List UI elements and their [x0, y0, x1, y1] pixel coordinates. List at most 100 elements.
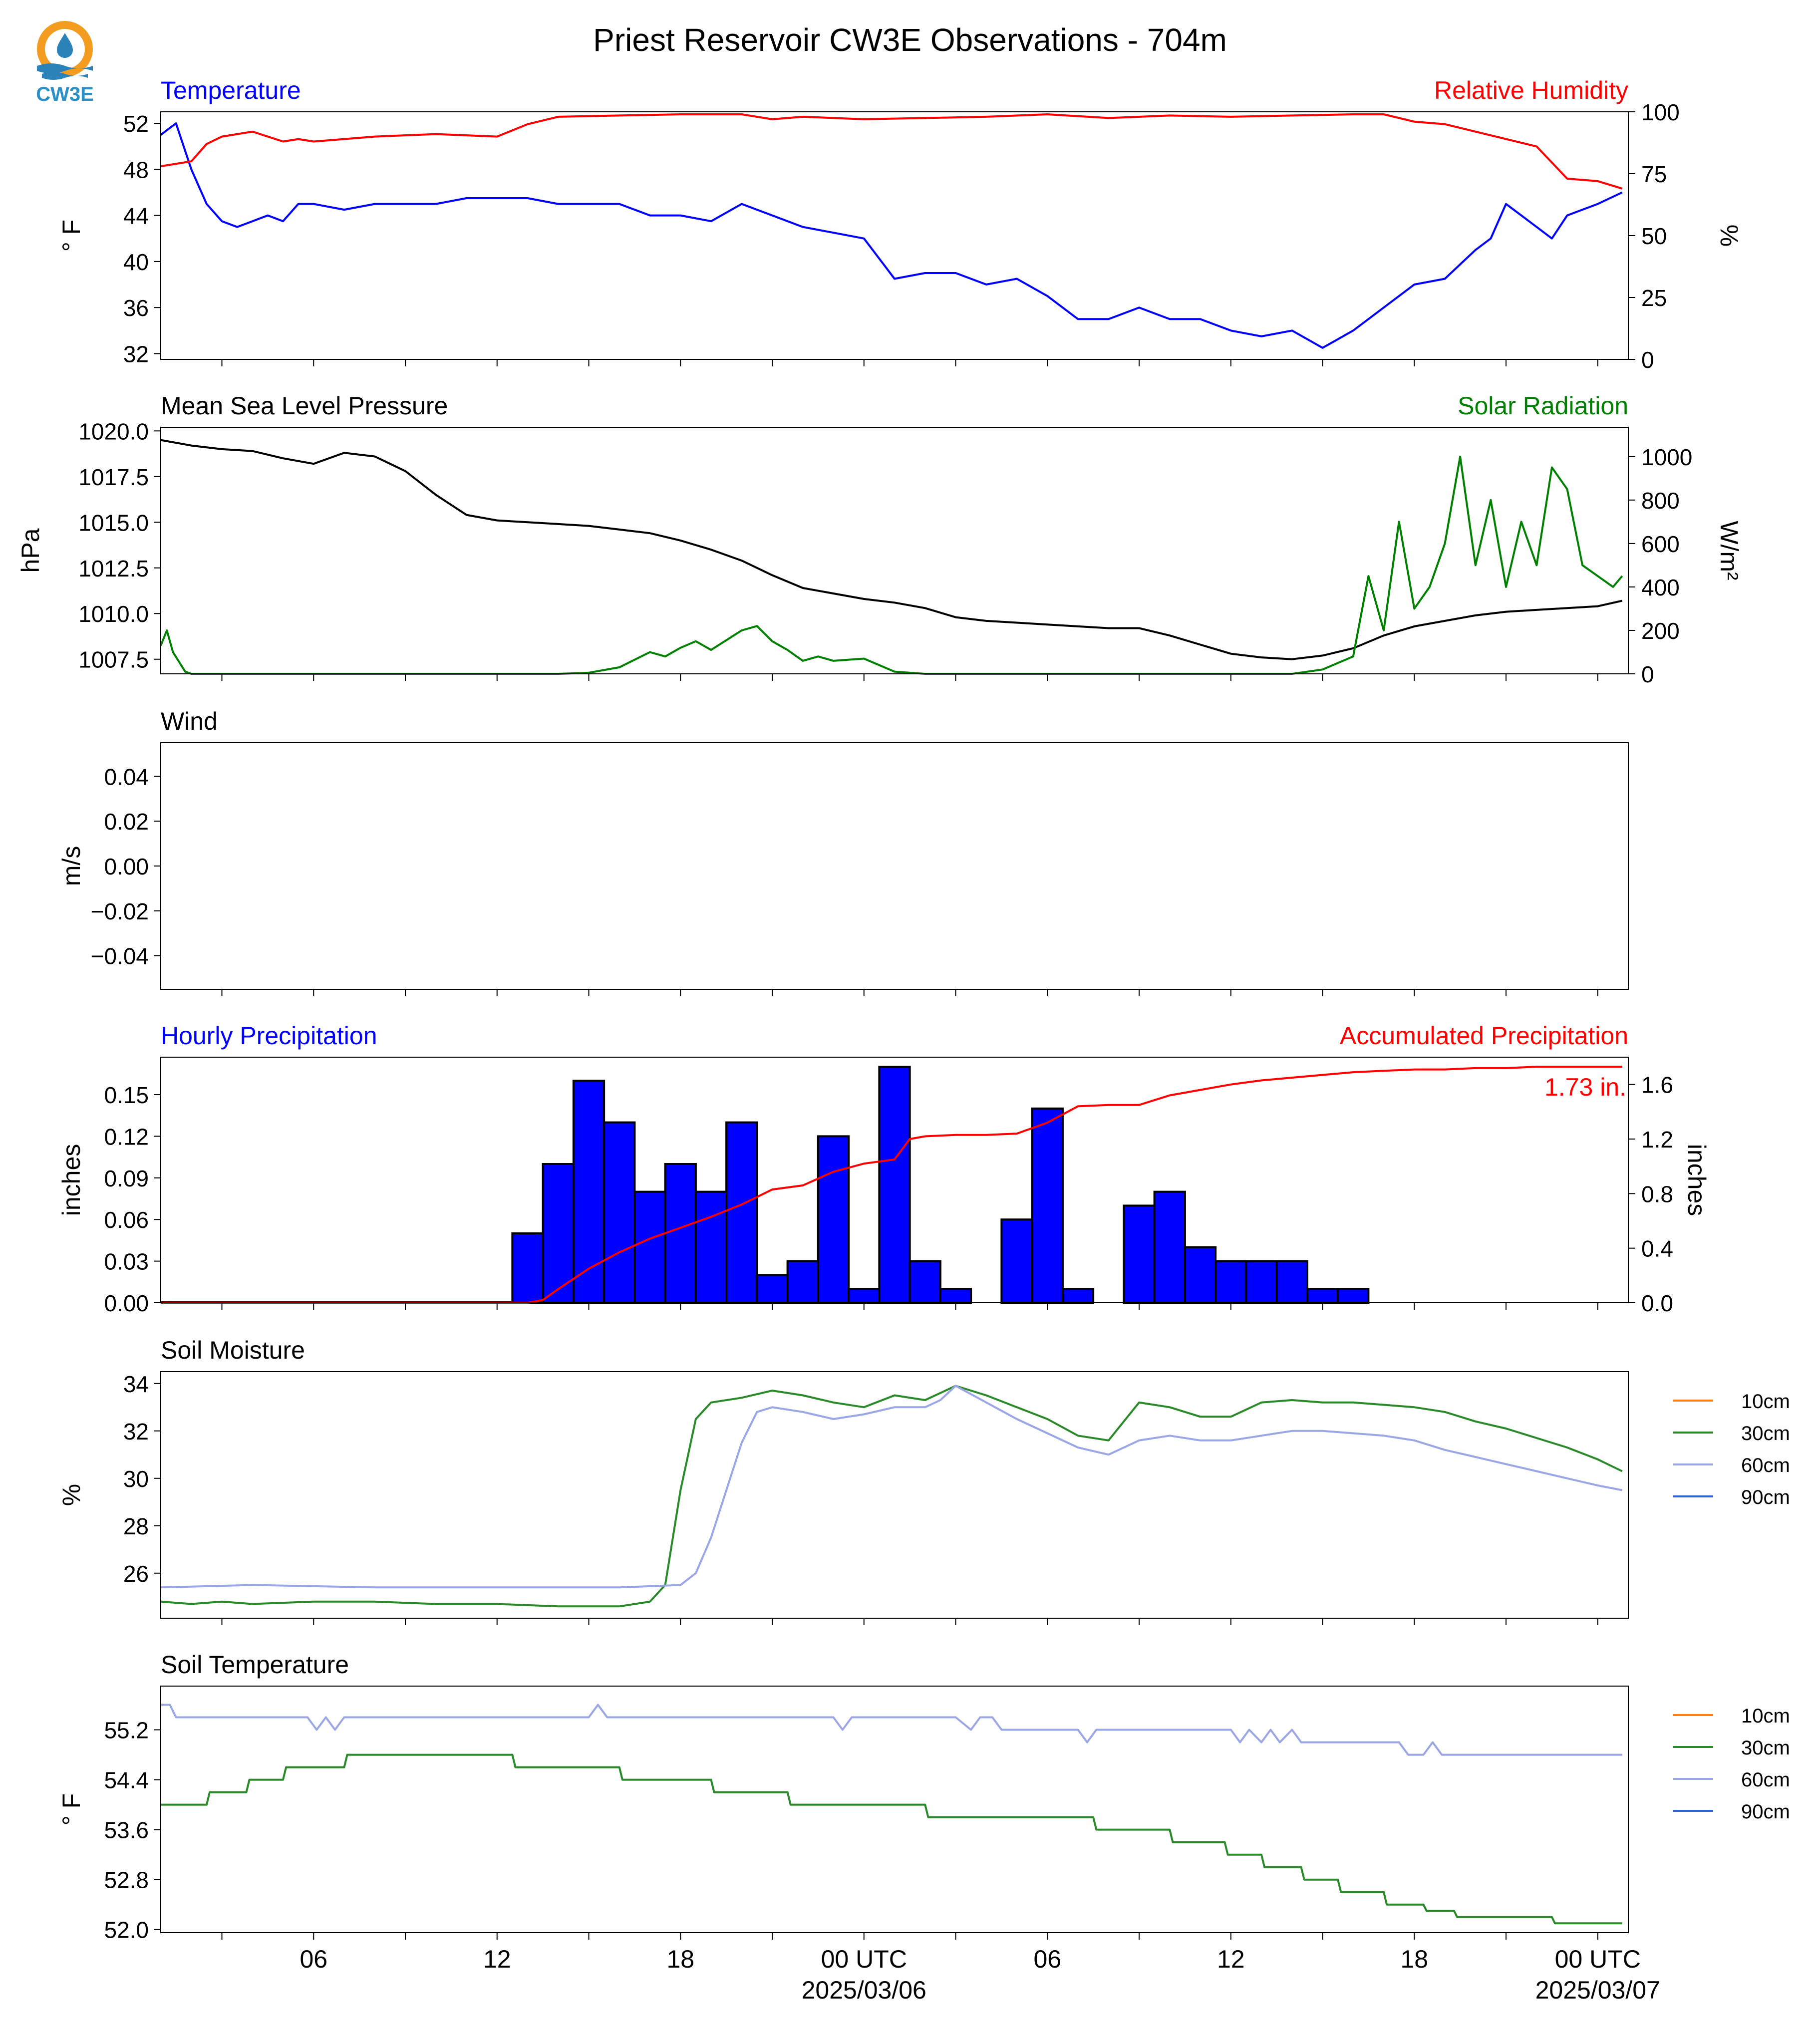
y-tick-label: 1015.0 [78, 510, 149, 536]
y-axis-label: m/s [57, 846, 85, 886]
y-tick-label: 54.4 [104, 1767, 149, 1793]
logo-wave-2 [42, 72, 88, 80]
logo-text: CW3E [36, 83, 94, 105]
precip-bar [878, 1066, 911, 1304]
panel-title-left: Mean Sea Level Pressure [161, 392, 448, 420]
figure-title: Priest Reservoir CW3E Observations - 704… [593, 22, 1227, 58]
cw3e-logo: CW3E [30, 18, 100, 108]
precip-bar [817, 1135, 850, 1304]
y2-axis-label: inches [1683, 1144, 1711, 1216]
panel-title-left: Temperature [161, 76, 301, 104]
y-tick-label: 48 [123, 157, 149, 183]
precip-bar [572, 1080, 606, 1304]
y-tick-label: 28 [123, 1513, 149, 1539]
y-tick-label: 34 [123, 1371, 149, 1397]
y-tick-label: 0.00 [104, 854, 149, 879]
y-tick-label: 52 [123, 111, 149, 137]
y-tick-label: 40 [123, 249, 149, 275]
panel-title-right: Relative Humidity [1434, 76, 1628, 104]
precip-bar [909, 1260, 941, 1304]
x-tick-label: 06 [1033, 1945, 1061, 1973]
legend-label: 30cm [1741, 1737, 1790, 1759]
plot-frame [160, 1057, 1629, 1303]
series-line-30cm [160, 1385, 1623, 1608]
y2-tick-label: 600 [1641, 531, 1680, 557]
y-tick-label: 0.02 [104, 809, 149, 835]
legend-label: 90cm [1741, 1486, 1790, 1508]
precip-bar [1245, 1260, 1278, 1304]
y-tick-label: 52.8 [104, 1867, 149, 1893]
series-line-solar [160, 455, 1623, 675]
x-tick-label: 18 [1400, 1945, 1428, 1973]
y2-tick-label: 1.6 [1641, 1072, 1673, 1098]
x-tick-label: 12 [1217, 1945, 1245, 1973]
y2-tick-label: 75 [1641, 161, 1667, 187]
precip-bar [1061, 1288, 1095, 1304]
y-tick-label: 1010.0 [78, 601, 149, 627]
panel-0: Temperature Relative Humidity 32 36 40 44 48 52… [57, 76, 1743, 373]
precip-bar [511, 1232, 544, 1304]
y-tick-label: 0.09 [104, 1165, 149, 1191]
y-tick-label: −0.04 [91, 943, 149, 969]
precip-bar [1153, 1190, 1186, 1304]
legend-label: 90cm [1741, 1801, 1790, 1823]
y-tick-label: 1007.5 [78, 647, 149, 673]
legend-label: 60cm [1741, 1769, 1790, 1791]
y2-tick-label: 400 [1641, 575, 1680, 600]
y-tick-label: 0.06 [104, 1207, 149, 1233]
precip-bar [1275, 1260, 1308, 1304]
y-tick-label: 55.2 [104, 1718, 149, 1743]
legend-label: 30cm [1741, 1423, 1790, 1445]
x-tick-label: 06 [300, 1945, 327, 1973]
y-tick-label: 53.6 [104, 1817, 149, 1843]
y-axis-label: ° F [57, 220, 85, 252]
precip-bar [1184, 1246, 1217, 1304]
y-axis-label: hPa [16, 528, 44, 573]
y-axis-label: % [57, 1484, 85, 1506]
precip-bar [756, 1274, 789, 1304]
x-tick-label: 00 UTC [1555, 1945, 1641, 1973]
accumulated-total-annotation: 1.73 in. [1544, 1073, 1626, 1101]
accumulated-precip-line [161, 1066, 1622, 1304]
series-line-temperature [160, 122, 1623, 349]
y2-tick-label: 25 [1641, 285, 1667, 311]
x-axis: 06 12 18 00 UTC 06 12 18 00 UTC 2025/03/06 2025/0… [300, 1945, 1660, 2004]
series-line-pressure [160, 439, 1623, 660]
panel-title-left: Soil Temperature [161, 1651, 349, 1679]
y2-tick-label: 0 [1641, 347, 1654, 373]
precip-bar [848, 1288, 881, 1304]
y2-axis-label: W/m² [1715, 521, 1743, 580]
series-line-30cm [161, 1753, 1622, 1925]
series-line-60cm [160, 1385, 1623, 1589]
plot-frame [160, 1371, 1629, 1619]
x-date-label: 2025/03/06 [802, 1976, 926, 2004]
y-tick-label: 0.04 [104, 764, 149, 790]
y2-tick-label: 800 [1641, 488, 1680, 514]
precip-bar [664, 1163, 697, 1304]
y2-tick-label: 0.0 [1641, 1290, 1673, 1316]
precip-bar [1000, 1218, 1033, 1304]
y-tick-label: 0.15 [104, 1082, 149, 1108]
precip-bar [603, 1121, 636, 1304]
logo-droplet [57, 33, 73, 58]
precip-bar [1337, 1288, 1370, 1304]
y2-tick-label: 100 [1641, 99, 1680, 125]
series-line-humidity [160, 113, 1623, 190]
y-tick-label: 52.0 [104, 1917, 149, 1943]
precip-bar [633, 1190, 666, 1304]
panel-5: Soil Temperature 52.0 52.8 53.6 54.4 55.2 ° F 1… [57, 1651, 1790, 1943]
panel-title-left: Hourly Precipitation [161, 1022, 377, 1050]
y2-tick-label: 200 [1641, 618, 1680, 644]
panel-title-left: Soil Moisture [161, 1336, 305, 1364]
y-tick-label: 32 [123, 341, 149, 367]
y2-tick-label: 0.4 [1641, 1236, 1673, 1262]
precip-bar [939, 1288, 972, 1304]
plot-frame [160, 1686, 1629, 1933]
plot-frame [160, 427, 1629, 674]
y-tick-label: 1017.5 [78, 464, 149, 490]
y-tick-label: 1012.5 [78, 556, 149, 581]
panels: Temperature Relative Humidity 32 36 40 44 48 52… [16, 76, 1790, 1943]
x-tick-label: 18 [666, 1945, 694, 1973]
precip-bar [1123, 1204, 1156, 1304]
